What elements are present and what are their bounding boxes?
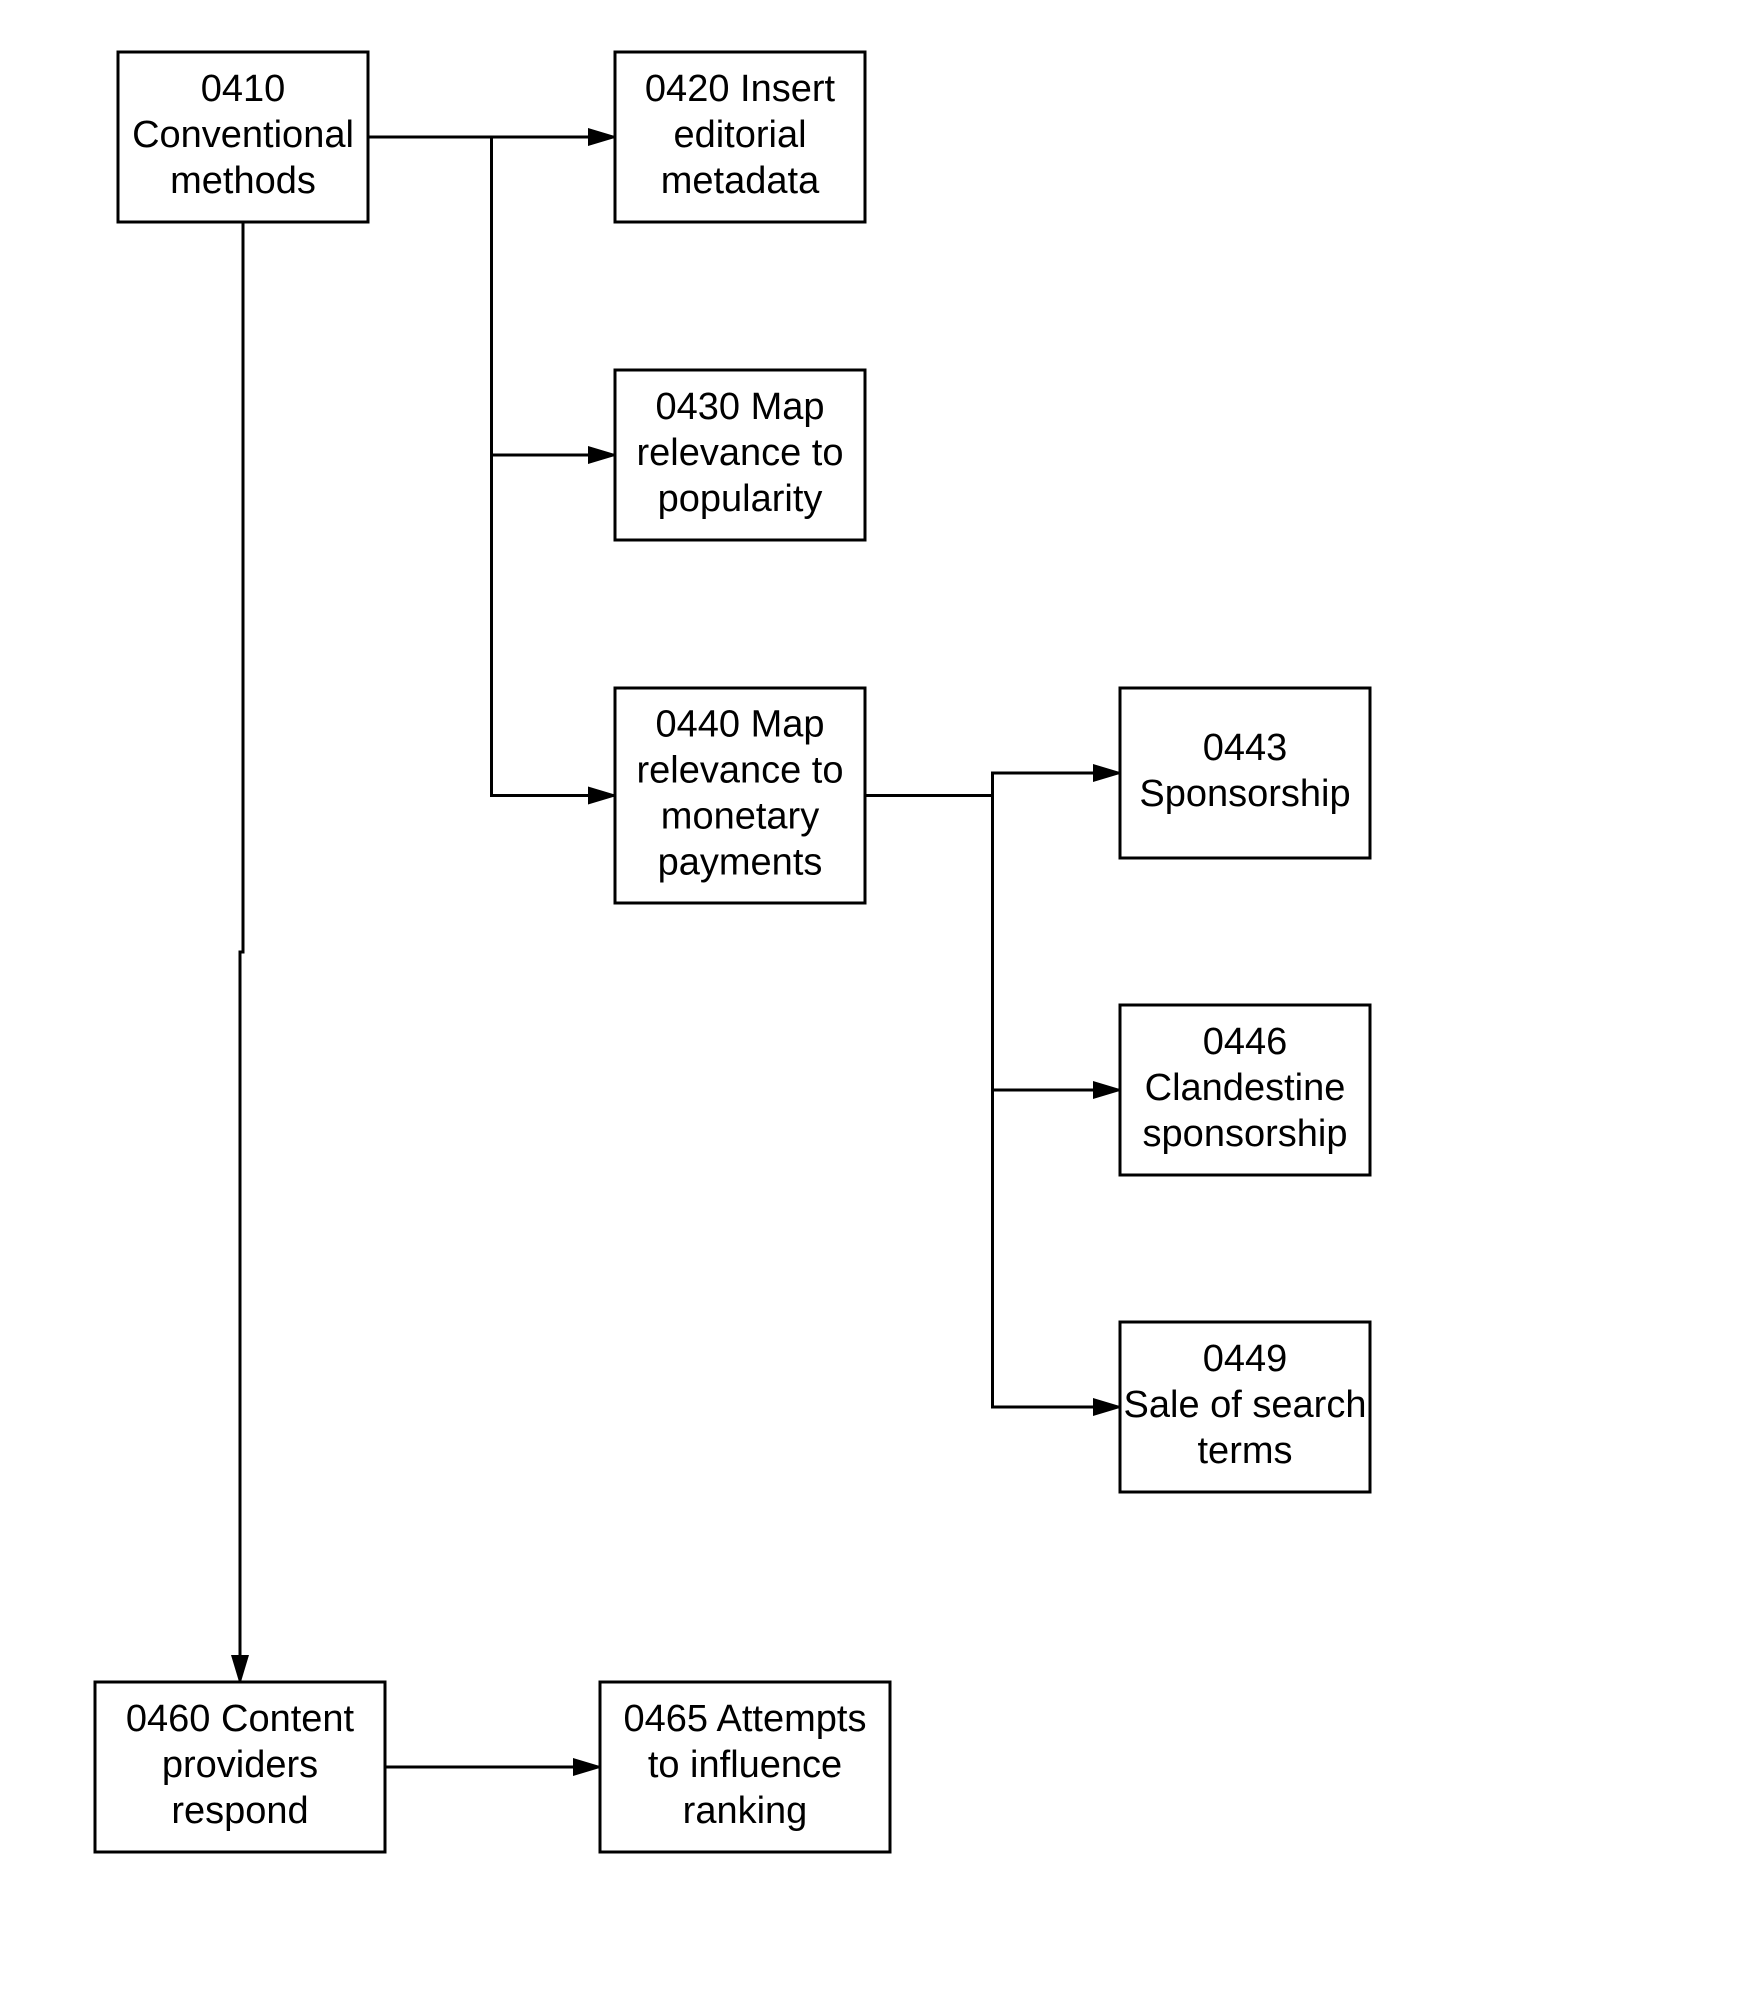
node-n0430: 0430 Maprelevance topopularity	[615, 370, 865, 540]
node-n0410-label-line-0: 0410	[201, 68, 286, 110]
flowchart-canvas: 0410Conventionalmethods 0420 Inserteditor…	[0, 0, 1764, 2011]
node-n0430-label-line-0: 0430 Map	[655, 386, 824, 428]
node-n0430-label-line-1: relevance to	[636, 432, 843, 474]
node-n0465: 0465 Attemptsto influenceranking	[600, 1682, 890, 1852]
node-n0460-label-line-0: 0460 Content	[126, 1698, 355, 1740]
node-n0449-label-line-2: terms	[1198, 1430, 1293, 1472]
node-n0465-label-line-2: ranking	[683, 1790, 808, 1832]
node-n0410: 0410Conventionalmethods	[118, 52, 368, 222]
edge-n0440-n0449	[865, 796, 1120, 1408]
node-n0420-label-line-2: metadata	[661, 160, 820, 202]
node-n0443: 0443Sponsorship	[1120, 688, 1370, 858]
node-n0420-label-line-0: 0420 Insert	[645, 68, 836, 110]
edge-n0410-n0440	[368, 137, 615, 796]
edge-n0410-n0460	[240, 222, 243, 1682]
node-n0440-label-line-0: 0440 Map	[655, 704, 824, 746]
node-n0440: 0440 Maprelevance tomonetarypayments	[615, 688, 865, 903]
node-n0440-label-line-3: payments	[658, 842, 823, 884]
node-n0460-label-line-2: respond	[171, 1790, 308, 1832]
nodes-layer: 0410Conventionalmethods 0420 Inserteditor…	[95, 52, 1370, 1852]
node-n0446-label-line-2: sponsorship	[1143, 1113, 1348, 1155]
node-n0446-label-line-0: 0446	[1203, 1021, 1288, 1063]
node-n0443-label-line-1: Sponsorship	[1139, 773, 1350, 815]
node-n0449-label-line-1: Sale of search	[1124, 1384, 1367, 1426]
node-n0440-label-line-1: relevance to	[636, 750, 843, 792]
node-n0410-label-line-1: Conventional	[132, 114, 354, 156]
node-n0430-label-line-2: popularity	[658, 478, 823, 520]
node-n0449: 0449Sale of searchterms	[1120, 1322, 1370, 1492]
node-n0410-label-line-2: methods	[170, 160, 316, 202]
node-n0420: 0420 Inserteditorialmetadata	[615, 52, 865, 222]
node-n0446: 0446Clandestinesponsorship	[1120, 1005, 1370, 1175]
edge-n0440-n0443	[865, 773, 1120, 796]
node-n0460-label-line-1: providers	[162, 1744, 318, 1786]
node-n0446-label-line-1: Clandestine	[1145, 1067, 1346, 1109]
node-n0440-label-line-2: monetary	[661, 796, 819, 838]
node-n0465-label-line-1: to influence	[648, 1744, 842, 1786]
node-n0449-label-line-0: 0449	[1203, 1338, 1288, 1380]
node-n0460: 0460 Contentprovidersrespond	[95, 1682, 385, 1852]
node-n0465-label-line-0: 0465 Attempts	[624, 1698, 867, 1740]
node-n0443-label-line-0: 0443	[1203, 727, 1288, 769]
node-n0420-label-line-1: editorial	[673, 114, 806, 156]
